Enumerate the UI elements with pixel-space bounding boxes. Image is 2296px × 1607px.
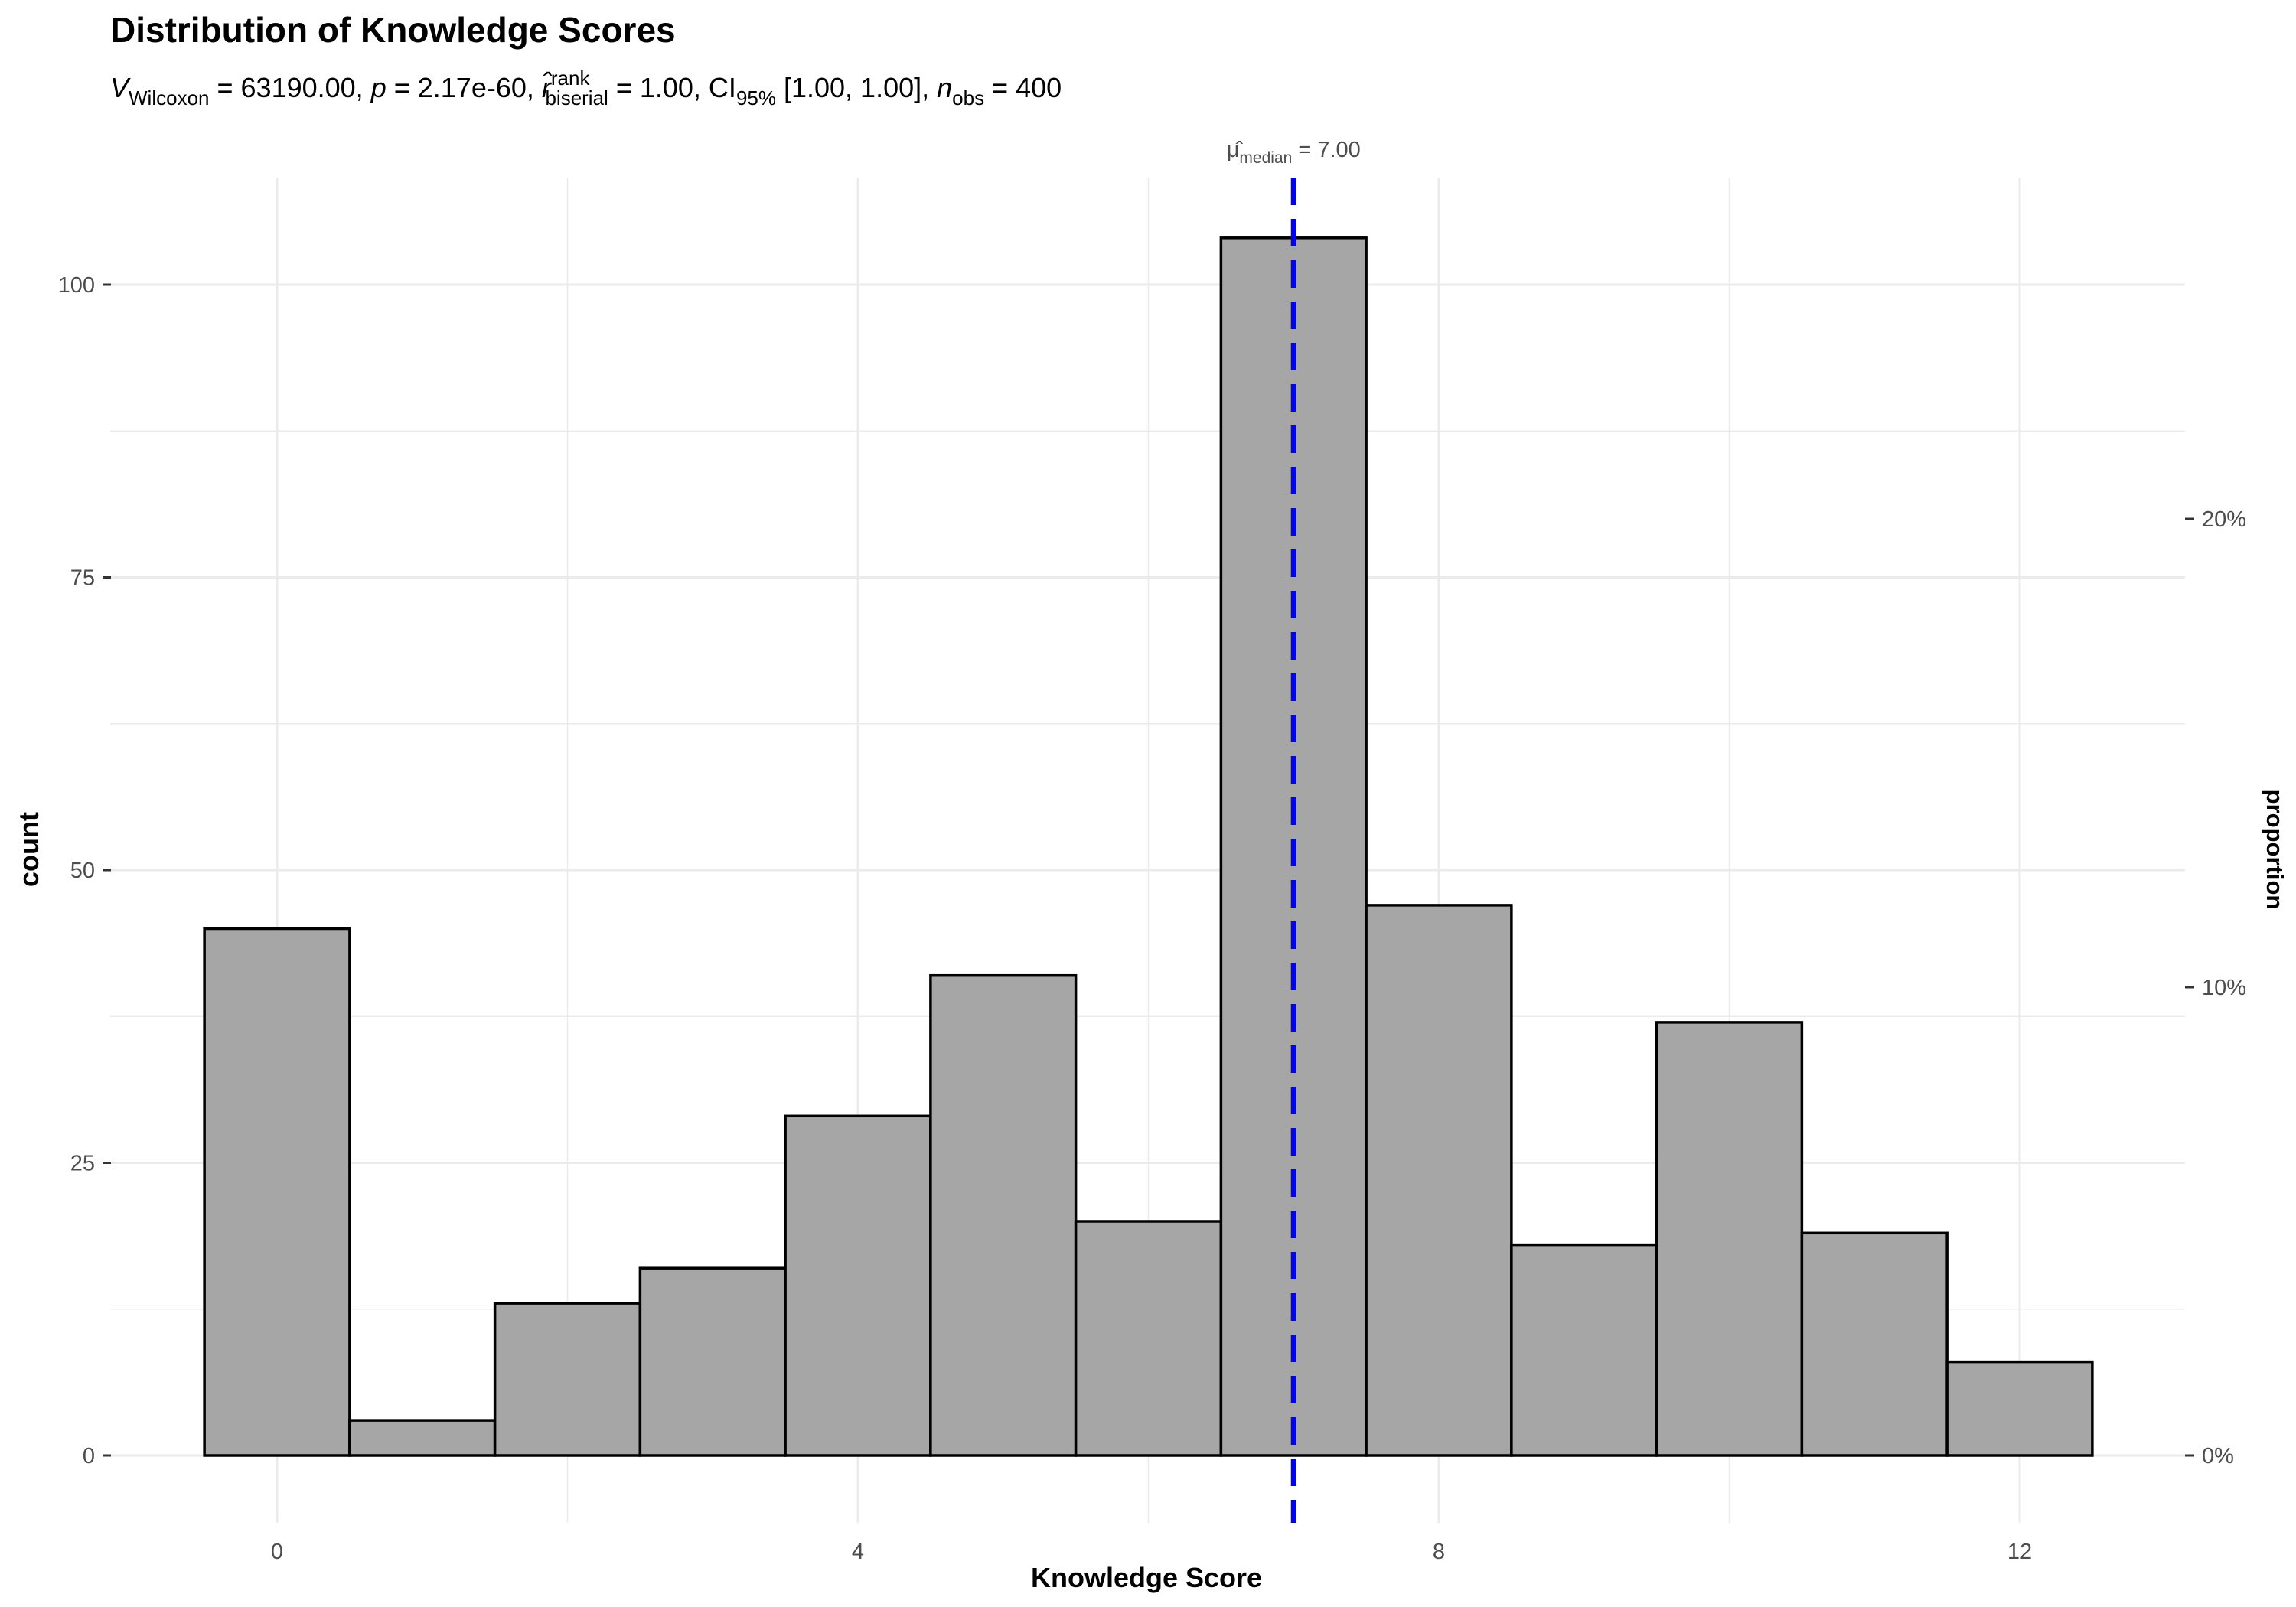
chart-title: Distribution of Knowledge Scores [110,10,676,50]
y2-tick-label: 10% [2202,976,2246,1000]
axes-layer: 0 4 8 12 0 25 50 75 100 0% 10% 20% [58,273,2246,1564]
histogram-bar [348,1419,497,1457]
histogram-bar [1945,1360,2094,1457]
y-tick-label: 100 [58,273,95,298]
histogram-bar [1655,1021,1804,1457]
y2-tick-label: 20% [2202,507,2246,532]
y-axis-title: count [13,812,44,887]
y-tick-label: 75 [70,566,95,591]
histogram-bar [929,973,1078,1457]
histogram-bar [784,1114,932,1457]
y-tick-label: 25 [70,1152,95,1176]
median-annotation: μ̂median = 7.00 [1227,138,1361,167]
y2-axis-title: proportion [2262,790,2288,910]
x-tick-label: 8 [1433,1540,1445,1564]
x-tick-label: 4 [852,1540,864,1564]
histogram-bar [1510,1243,1658,1457]
histogram-bar [493,1302,642,1457]
chart-subtitle: VWilcoxon = 63190.00, p = 2.17e-60, r̂ra… [110,67,1062,109]
histogram-bar [1800,1231,1949,1457]
histogram-bar [1365,904,1513,1457]
x-tick-label: 0 [271,1540,283,1564]
histogram-bar [638,1266,787,1457]
y-tick-label: 50 [70,859,95,883]
grid-layer [110,178,2185,1523]
x-tick-label: 12 [2007,1540,2032,1564]
histogram-bar [1074,1220,1223,1457]
histogram-bar [203,927,351,1457]
x-axis-title: Knowledge Score [1031,1562,1262,1593]
y-tick-label: 0 [83,1444,95,1468]
y2-tick-label: 0% [2202,1444,2234,1468]
